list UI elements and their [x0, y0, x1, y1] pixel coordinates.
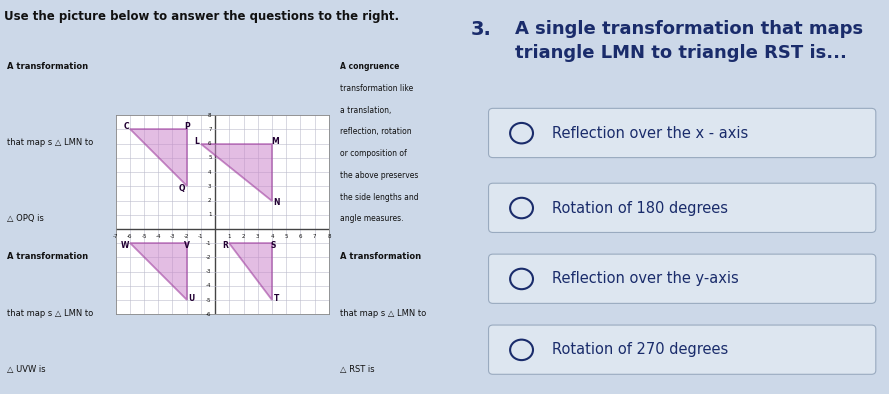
Text: a translation,: a translation, [340, 106, 391, 115]
Text: 1: 1 [228, 234, 231, 239]
Text: 8: 8 [208, 113, 212, 118]
Text: -3: -3 [206, 269, 212, 274]
Text: Rotation of 180 degrees: Rotation of 180 degrees [552, 201, 728, 216]
Text: Reflection over the y-axis: Reflection over the y-axis [552, 271, 739, 286]
Text: 3: 3 [256, 234, 260, 239]
Text: -2: -2 [206, 255, 212, 260]
Text: -1: -1 [198, 234, 204, 239]
Text: R: R [222, 241, 228, 250]
Text: -6: -6 [127, 234, 132, 239]
Text: -4: -4 [206, 283, 212, 288]
Text: reflection, rotation: reflection, rotation [340, 127, 412, 136]
Text: -5: -5 [206, 297, 212, 303]
Text: A transformation: A transformation [7, 62, 88, 71]
Text: S: S [270, 241, 276, 250]
FancyBboxPatch shape [489, 254, 876, 303]
Text: 2: 2 [242, 234, 245, 239]
Text: 4: 4 [208, 169, 212, 175]
Polygon shape [130, 243, 187, 300]
Text: -3: -3 [170, 234, 175, 239]
Text: that map s △ LMN to: that map s △ LMN to [340, 309, 427, 318]
Text: U: U [188, 294, 194, 303]
Text: 8: 8 [327, 234, 331, 239]
Text: or composition of: or composition of [340, 149, 407, 158]
FancyBboxPatch shape [489, 108, 876, 158]
Text: A transformation: A transformation [340, 252, 421, 261]
Polygon shape [201, 143, 272, 201]
Text: A single transformation that maps
triangle LMN to triangle RST is...: A single transformation that maps triang… [515, 20, 863, 62]
Text: T: T [274, 294, 279, 303]
Text: angle measures.: angle measures. [340, 214, 404, 223]
Text: W: W [121, 241, 129, 250]
Text: Use the picture below to answer the questions to the right.: Use the picture below to answer the ques… [4, 10, 399, 23]
Text: Rotation of 270 degrees: Rotation of 270 degrees [552, 342, 729, 357]
Text: C: C [124, 122, 129, 131]
Text: -7: -7 [113, 234, 118, 239]
Text: the above preserves: the above preserves [340, 171, 419, 180]
FancyBboxPatch shape [489, 183, 876, 232]
Text: △ RST is: △ RST is [340, 365, 374, 374]
Text: 5: 5 [208, 155, 212, 160]
Polygon shape [229, 243, 272, 300]
Text: that map s △ LMN to: that map s △ LMN to [7, 138, 93, 147]
Text: 4: 4 [270, 234, 274, 239]
Text: 1: 1 [208, 212, 212, 217]
Text: △ UVW is: △ UVW is [7, 365, 45, 374]
Text: 6: 6 [299, 234, 302, 239]
Text: -5: -5 [141, 234, 147, 239]
Text: A congruence: A congruence [340, 62, 399, 71]
Text: P: P [185, 122, 190, 131]
Text: 7: 7 [313, 234, 316, 239]
Text: 5: 5 [284, 234, 288, 239]
Polygon shape [130, 129, 187, 186]
Text: that map s △ LMN to: that map s △ LMN to [7, 309, 93, 318]
Text: M: M [272, 137, 279, 145]
Text: 6: 6 [208, 141, 212, 146]
Text: -6: -6 [206, 312, 212, 317]
Text: △ OPQ is: △ OPQ is [7, 214, 44, 223]
Text: -1: -1 [206, 241, 212, 246]
Text: Q: Q [179, 184, 185, 193]
Text: 3: 3 [208, 184, 212, 189]
Text: 2: 2 [208, 198, 212, 203]
Text: A transformation: A transformation [7, 252, 88, 261]
Text: transformation like: transformation like [340, 84, 413, 93]
Text: N: N [273, 198, 279, 207]
Text: -2: -2 [184, 234, 189, 239]
Text: V: V [184, 241, 190, 250]
Text: -4: -4 [156, 234, 161, 239]
Text: 3.: 3. [471, 20, 492, 39]
FancyBboxPatch shape [489, 325, 876, 374]
Text: the side lengths and: the side lengths and [340, 193, 419, 202]
Text: L: L [194, 137, 199, 145]
Text: 7: 7 [208, 127, 212, 132]
Text: Reflection over the x - axis: Reflection over the x - axis [552, 126, 749, 141]
